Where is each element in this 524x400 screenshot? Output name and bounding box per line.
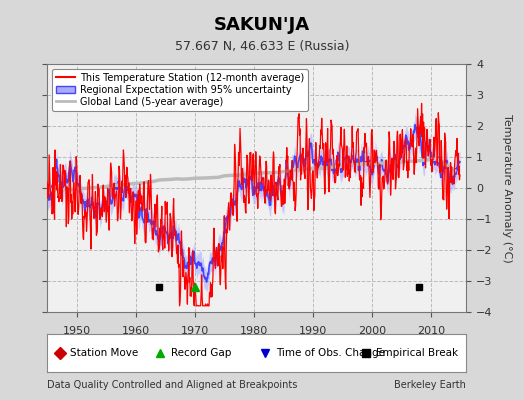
- Text: Berkeley Earth: Berkeley Earth: [395, 380, 466, 390]
- Text: SAKUN'JA: SAKUN'JA: [214, 16, 310, 34]
- Text: Data Quality Controlled and Aligned at Breakpoints: Data Quality Controlled and Aligned at B…: [47, 380, 298, 390]
- Text: 2000: 2000: [358, 326, 386, 336]
- Y-axis label: Temperature Anomaly (°C): Temperature Anomaly (°C): [502, 114, 512, 262]
- Legend: This Temperature Station (12-month average), Regional Expectation with 95% uncer: This Temperature Station (12-month avera…: [52, 69, 308, 110]
- Text: Time of Obs. Change: Time of Obs. Change: [276, 348, 385, 358]
- Text: 1980: 1980: [239, 326, 268, 336]
- Text: 57.667 N, 46.633 E (Russia): 57.667 N, 46.633 E (Russia): [174, 40, 350, 53]
- Text: 1990: 1990: [299, 326, 327, 336]
- Text: Station Move: Station Move: [70, 348, 138, 358]
- Text: 2010: 2010: [417, 326, 445, 336]
- Text: 1950: 1950: [63, 326, 91, 336]
- Text: Empirical Break: Empirical Break: [376, 348, 458, 358]
- Text: 1960: 1960: [122, 326, 150, 336]
- Text: 1970: 1970: [181, 326, 209, 336]
- Text: Record Gap: Record Gap: [171, 348, 231, 358]
